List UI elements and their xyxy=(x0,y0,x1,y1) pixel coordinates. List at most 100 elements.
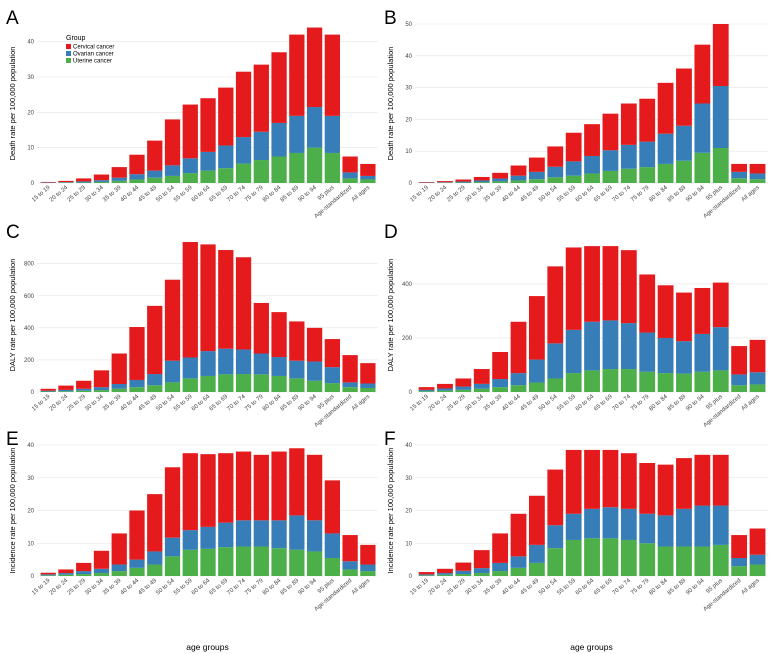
bar-ovarian-cancer xyxy=(510,556,527,568)
bar-cervical-cancer xyxy=(418,572,435,575)
x-tick-label: 35 to 39 xyxy=(483,185,504,204)
bar-uterine-cancer xyxy=(129,567,145,576)
bar-ovarian-cancer xyxy=(129,559,145,568)
y-tick-label: 40 xyxy=(405,443,412,449)
y-tick-label: 800 xyxy=(24,262,35,268)
y-tick-label: 40 xyxy=(27,40,34,46)
bar-uterine-cancer xyxy=(58,391,74,392)
bar-uterine-cancer xyxy=(253,546,269,576)
bar-ovarian-cancer xyxy=(492,379,509,388)
x-tick-label: 90 to 94 xyxy=(685,578,706,597)
bar-cervical-cancer xyxy=(182,453,198,531)
y-tick-label: 400 xyxy=(402,282,413,288)
bar-cervical-cancer xyxy=(111,167,127,178)
bar-cervical-cancer xyxy=(749,528,766,555)
bar-uterine-cancer xyxy=(164,556,181,576)
bar-ovarian-cancer xyxy=(731,171,748,179)
x-tick-label: 45 to 49 xyxy=(520,185,541,204)
y-axis-label: DALY rate per 100,000 population xyxy=(8,259,17,372)
bar-cervical-cancer xyxy=(76,562,92,572)
x-tick-label: 70 to 74 xyxy=(612,185,633,204)
bar-uterine-cancer xyxy=(200,548,216,576)
bar-uterine-cancer xyxy=(324,557,340,576)
bar-ovarian-cancer xyxy=(218,522,234,548)
bar-cervical-cancer xyxy=(253,454,269,521)
bar-uterine-cancer xyxy=(58,574,74,576)
x-tick-label: 30 to 34 xyxy=(465,578,486,597)
x-tick-label: 15 to 19 xyxy=(409,394,430,413)
bar-uterine-cancer xyxy=(129,387,145,392)
x-tick-label: 40 to 44 xyxy=(501,394,522,413)
x-axis-label: age groups xyxy=(186,642,229,652)
bar-ovarian-cancer xyxy=(712,86,729,149)
bar-ovarian-cancer xyxy=(584,321,600,371)
legend-entry: Ovarian cancer xyxy=(73,52,114,58)
bar-ovarian-cancer xyxy=(584,508,600,539)
bar-ovarian-cancer xyxy=(360,175,376,180)
x-tick-label: 15 to 19 xyxy=(31,185,52,204)
bar-ovarian-cancer xyxy=(360,564,376,572)
bar-cervical-cancer xyxy=(510,513,527,557)
bar-uterine-cancer xyxy=(218,547,234,576)
bar-cervical-cancer xyxy=(712,454,729,506)
y-tick-label: 600 xyxy=(24,294,35,300)
bar-uterine-cancer xyxy=(324,152,340,183)
bar-ovarian-cancer xyxy=(473,568,490,574)
bar-uterine-cancer xyxy=(584,538,600,576)
bar-uterine-cancer xyxy=(111,180,127,183)
x-tick-label: 60 to 64 xyxy=(575,394,596,413)
bar-ovarian-cancer xyxy=(602,150,619,171)
bar-cervical-cancer xyxy=(565,247,582,330)
x-tick-label: 15 to 19 xyxy=(31,394,52,413)
bar-uterine-cancer xyxy=(342,569,358,576)
bar-ovarian-cancer xyxy=(306,107,323,148)
bar-cervical-cancer xyxy=(657,82,674,134)
bar-cervical-cancer xyxy=(731,535,748,558)
x-tick-label: 15 to 19 xyxy=(409,578,430,597)
bar-uterine-cancer xyxy=(731,178,748,183)
y-axis-label: Death rate per 100,000 population xyxy=(8,47,17,161)
x-tick-label: 70 to 74 xyxy=(226,394,247,413)
x-tick-label: 55 to 59 xyxy=(556,185,577,204)
bar-cervical-cancer xyxy=(749,339,766,373)
bar-uterine-cancer xyxy=(565,175,582,183)
bar-uterine-cancer xyxy=(492,181,509,183)
x-tick-label: 30 to 34 xyxy=(465,394,486,413)
x-tick-label: 80 to 84 xyxy=(648,578,669,597)
y-tick-label: 30 xyxy=(405,86,412,92)
bar-uterine-cancer xyxy=(510,567,527,576)
bar-cervical-cancer xyxy=(271,312,287,358)
bar-uterine-cancer xyxy=(129,179,145,183)
bar-ovarian-cancer xyxy=(289,115,305,153)
bar-uterine-cancer xyxy=(360,179,376,183)
x-tick-label: 45 to 49 xyxy=(138,185,159,204)
legend-title: Group xyxy=(66,35,86,42)
x-tick-label: 65 to 69 xyxy=(593,578,614,597)
x-tick-label: 65 to 69 xyxy=(209,578,230,597)
bar-cervical-cancer xyxy=(58,180,74,183)
y-axis-label: Incidence rate per 100,000 population xyxy=(8,448,17,574)
bar-ovarian-cancer xyxy=(547,343,564,379)
bar-ovarian-cancer xyxy=(76,388,92,391)
bar-uterine-cancer xyxy=(218,374,234,392)
x-axis-label: age groups xyxy=(570,642,613,652)
bar-cervical-cancer xyxy=(510,165,527,176)
bar-uterine-cancer xyxy=(510,385,527,392)
bar-ovarian-cancer xyxy=(147,551,163,565)
bar-ovarian-cancer xyxy=(510,373,527,386)
x-tick-label: 55 to 59 xyxy=(173,394,194,413)
panel-letter: E xyxy=(6,429,19,450)
bar-ovarian-cancer xyxy=(584,155,600,174)
y-tick-label: 10 xyxy=(405,149,412,155)
bar-cervical-cancer xyxy=(182,104,198,159)
x-tick-label: 40 to 44 xyxy=(501,185,522,204)
bar-ovarian-cancer xyxy=(164,537,181,557)
bar-cervical-cancer xyxy=(694,287,711,334)
bar-ovarian-cancer xyxy=(235,520,252,547)
bar-cervical-cancer xyxy=(93,370,110,388)
bar-cervical-cancer xyxy=(111,353,127,384)
x-tick-label: 35 to 39 xyxy=(483,578,504,597)
bar-ovarian-cancer xyxy=(455,181,472,183)
bar-uterine-cancer xyxy=(147,177,163,183)
bar-uterine-cancer xyxy=(271,548,287,576)
